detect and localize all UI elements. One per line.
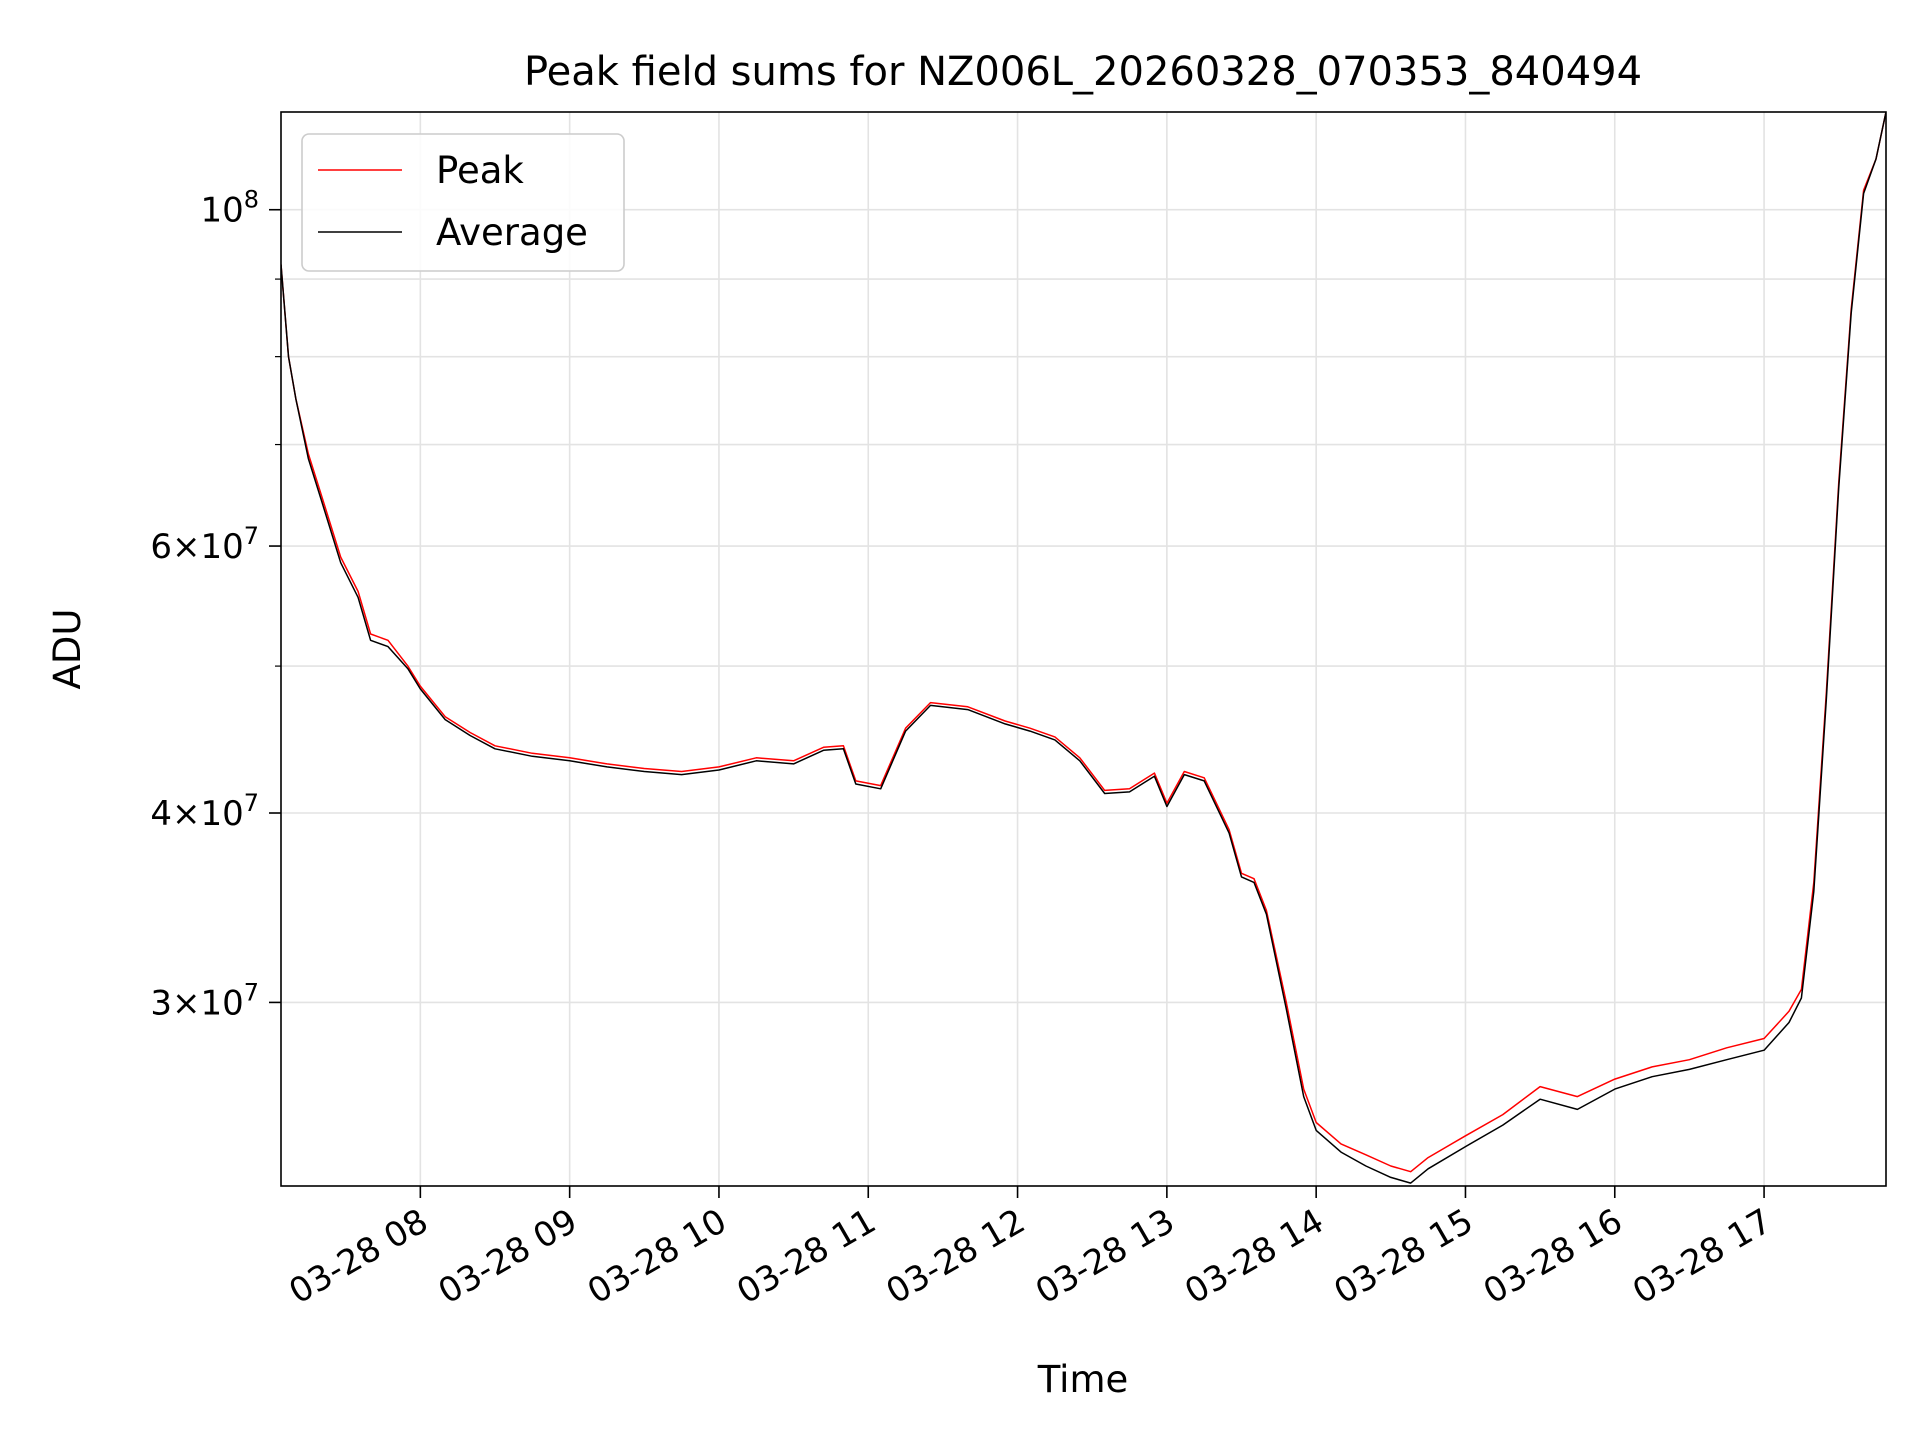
legend-label-average: Average xyxy=(436,211,588,254)
legend-box xyxy=(301,133,625,272)
legend-label-peak: Peak xyxy=(436,149,524,192)
y-tick-label: 6×107 xyxy=(150,522,259,567)
y-tick-label: 4×107 xyxy=(150,789,259,834)
y-tick-label: 3×107 xyxy=(150,978,259,1023)
chart-title: Peak field sums for NZ006L_20260328_0703… xyxy=(524,49,1642,95)
series-line-peak xyxy=(281,112,1886,1173)
series-layer xyxy=(281,112,1886,1184)
series-line-average xyxy=(281,112,1886,1184)
plot-frame xyxy=(280,111,1887,1187)
x-axis-label: Time xyxy=(1037,1358,1129,1401)
legend: Peak Average xyxy=(301,133,625,272)
grid xyxy=(281,112,1886,1186)
y-axis-label: ADU xyxy=(46,609,89,690)
